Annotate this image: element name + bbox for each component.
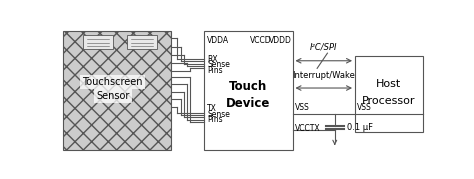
Bar bbox=[63, 31, 171, 150]
Bar bbox=[83, 35, 112, 49]
Text: VDDA: VDDA bbox=[207, 36, 229, 45]
Bar bbox=[204, 31, 292, 150]
Text: 0.1 μF: 0.1 μF bbox=[346, 123, 373, 132]
Text: I²C/SPI: I²C/SPI bbox=[310, 42, 337, 51]
Text: Touch: Touch bbox=[229, 80, 267, 93]
Bar bbox=[127, 35, 156, 49]
Text: Device: Device bbox=[226, 97, 271, 110]
Text: Host: Host bbox=[376, 79, 401, 89]
Text: VSS: VSS bbox=[295, 103, 310, 112]
Text: VCCTX: VCCTX bbox=[295, 124, 320, 133]
Text: TX: TX bbox=[207, 104, 217, 113]
Text: VSS: VSS bbox=[357, 103, 372, 112]
Text: Sensor: Sensor bbox=[96, 91, 129, 101]
Text: Touchscreen: Touchscreen bbox=[82, 77, 143, 87]
Text: VDDD: VDDD bbox=[269, 36, 292, 45]
Text: Sense: Sense bbox=[207, 110, 230, 119]
Text: RX: RX bbox=[207, 55, 218, 64]
Text: VCCD: VCCD bbox=[250, 36, 272, 45]
Text: Pins: Pins bbox=[207, 66, 223, 75]
Text: Processor: Processor bbox=[362, 96, 416, 106]
Text: Interrupt/Wake: Interrupt/Wake bbox=[292, 71, 355, 80]
Text: Pins: Pins bbox=[207, 115, 223, 124]
Bar bbox=[355, 56, 423, 132]
Text: Sense: Sense bbox=[207, 60, 230, 69]
